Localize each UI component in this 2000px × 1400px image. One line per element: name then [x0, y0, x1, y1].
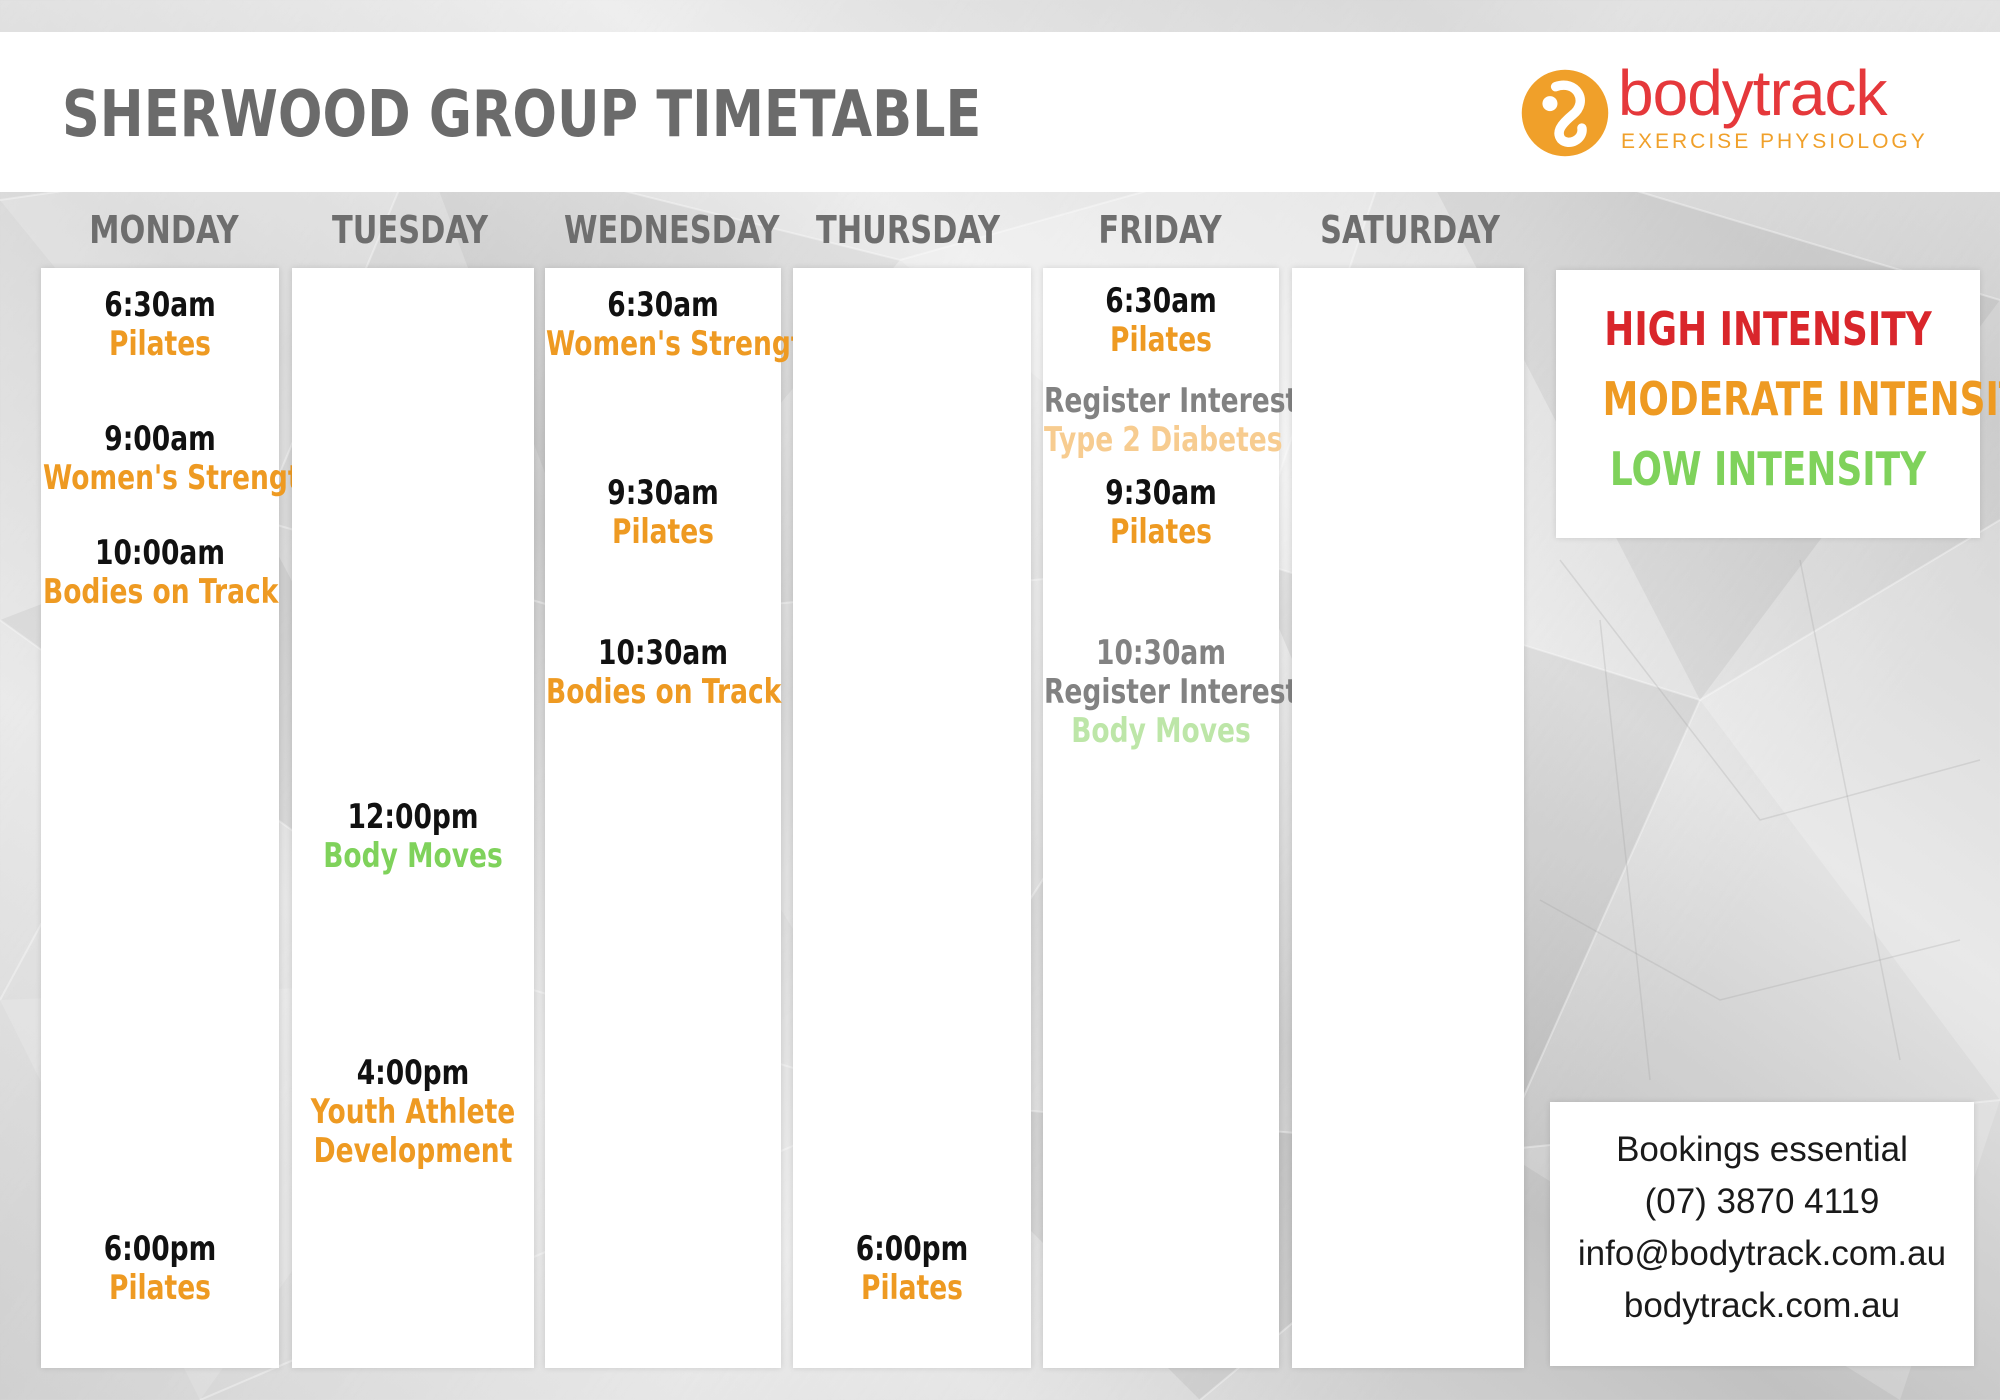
class-entry: 6:30am Pilates: [1044, 282, 1278, 360]
class-entry: 12:00pm Body Moves: [296, 798, 530, 876]
class-time: 9:30am: [1105, 473, 1217, 513]
class-entry: 10:00am Bodies on Track: [43, 533, 279, 612]
class-entry: 6:00pm Pilates: [795, 1230, 1029, 1308]
class-name: Bodies on Track: [43, 572, 279, 612]
class-time: 10:00am: [95, 533, 225, 573]
legend-low-intensity: LOW INTENSITY: [1609, 442, 1927, 496]
class-time: 4:00pm: [356, 1053, 470, 1093]
class-name: Type 2 Diabetes: [1044, 420, 1283, 460]
class-name: Bodies on Track: [546, 672, 782, 712]
class-time: 6:30am: [104, 285, 216, 325]
legend-high-intensity: HIGH INTENSITY: [1604, 302, 1932, 356]
class-time: 10:30am: [1096, 633, 1226, 673]
contact-box: Bookings essential (07) 3870 4119 info@b…: [1550, 1102, 1974, 1366]
logo-wordmark: bodytrack: [1618, 57, 1887, 129]
class-entry: 9:00am Women's Strength: [43, 419, 320, 498]
contact-email[interactable]: info@bodytrack.com.au: [1577, 1234, 1947, 1273]
register-interest-label: Register Interest: [1044, 381, 1299, 421]
class-name: Pilates: [1110, 512, 1212, 552]
day-heading-wednesday: WEDNESDAY: [564, 208, 780, 252]
class-time: 9:00am: [104, 419, 216, 459]
register-interest-label: Register Interest: [1044, 672, 1299, 712]
day-heading-saturday: SATURDAY: [1320, 208, 1500, 252]
bookings-note: Bookings essential: [1616, 1130, 1908, 1169]
class-entry: 6:00pm Pilates: [43, 1230, 277, 1308]
day-heading-monday: MONDAY: [89, 208, 239, 252]
class-entry: 6:30am Women's Strength: [546, 285, 823, 364]
class-time: 12:00pm: [347, 797, 479, 837]
legend-moderate-intensity: MODERATE INTENSITY: [1602, 372, 2000, 426]
class-name: Pilates: [1110, 320, 1212, 360]
class-name: Pilates: [109, 324, 211, 364]
class-name: Women's Strength: [546, 324, 823, 364]
column-wednesday: 6:30am Women's Strength 9:30am Pilates 1…: [545, 268, 823, 1368]
class-time: 6:00pm: [103, 1229, 217, 1269]
day-heading-friday: FRIDAY: [1098, 208, 1222, 252]
class-time: 10:30am: [598, 633, 728, 673]
class-time: 9:30am: [607, 473, 719, 513]
class-entry: 9:30am Pilates: [546, 474, 780, 552]
logo-subtitle: EXERCISE PHYSIOLOGY: [1621, 130, 1928, 153]
class-time: 6:00pm: [855, 1229, 969, 1269]
class-entry: 6:30am Pilates: [43, 286, 277, 364]
column-friday: 6:30am Pilates Register Interest Type 2 …: [1043, 268, 1299, 1368]
class-name: Youth Athlete: [310, 1092, 516, 1132]
class-time: 6:30am: [607, 285, 719, 325]
class-entry: 4:00pm Youth Athlete Development: [296, 1054, 530, 1171]
intensity-legend: HIGH INTENSITY MODERATE INTENSITY LOW IN…: [1556, 270, 2000, 538]
day-heading-tuesday: TUESDAY: [332, 208, 488, 252]
column-tuesday: 12:00pm Body Moves 4:00pm Youth Athlete …: [292, 268, 534, 1368]
class-entry: 10:30am Bodies on Track: [546, 633, 782, 712]
column-thursday: 6:00pm Pilates: [793, 268, 1031, 1368]
contact-phone[interactable]: (07) 3870 4119: [1644, 1182, 1880, 1221]
class-name: Women's Strength: [43, 458, 320, 498]
page-title: SHERWOOD GROUP TIMETABLE: [62, 78, 982, 152]
class-name: Pilates: [109, 1268, 211, 1308]
bodytrack-logo-icon: [1521, 69, 1609, 157]
class-entry: Register Interest Type 2 Diabetes: [1044, 381, 1299, 460]
header-band: SHERWOOD GROUP TIMETABLE bodytrack EXERC…: [0, 32, 2000, 192]
bodytrack-logo: bodytrack EXERCISE PHYSIOLOGY: [1518, 57, 1958, 166]
class-time: 6:30am: [1105, 281, 1217, 321]
class-name: Pilates: [861, 1268, 963, 1308]
column-saturday: [1292, 268, 1524, 1368]
class-name-line2: Development: [313, 1131, 513, 1171]
class-name: Body Moves: [1071, 711, 1251, 751]
class-entry: 10:30am Register Interest Body Moves: [1044, 633, 1299, 751]
class-name: Body Moves: [323, 836, 503, 876]
class-name: Pilates: [612, 512, 714, 552]
day-heading-thursday: THURSDAY: [815, 208, 1001, 252]
column-monday: 6:30am Pilates 9:00am Women's Strength 1…: [41, 268, 320, 1368]
class-entry: 9:30am Pilates: [1044, 474, 1278, 552]
contact-website[interactable]: bodytrack.com.au: [1623, 1286, 1901, 1325]
